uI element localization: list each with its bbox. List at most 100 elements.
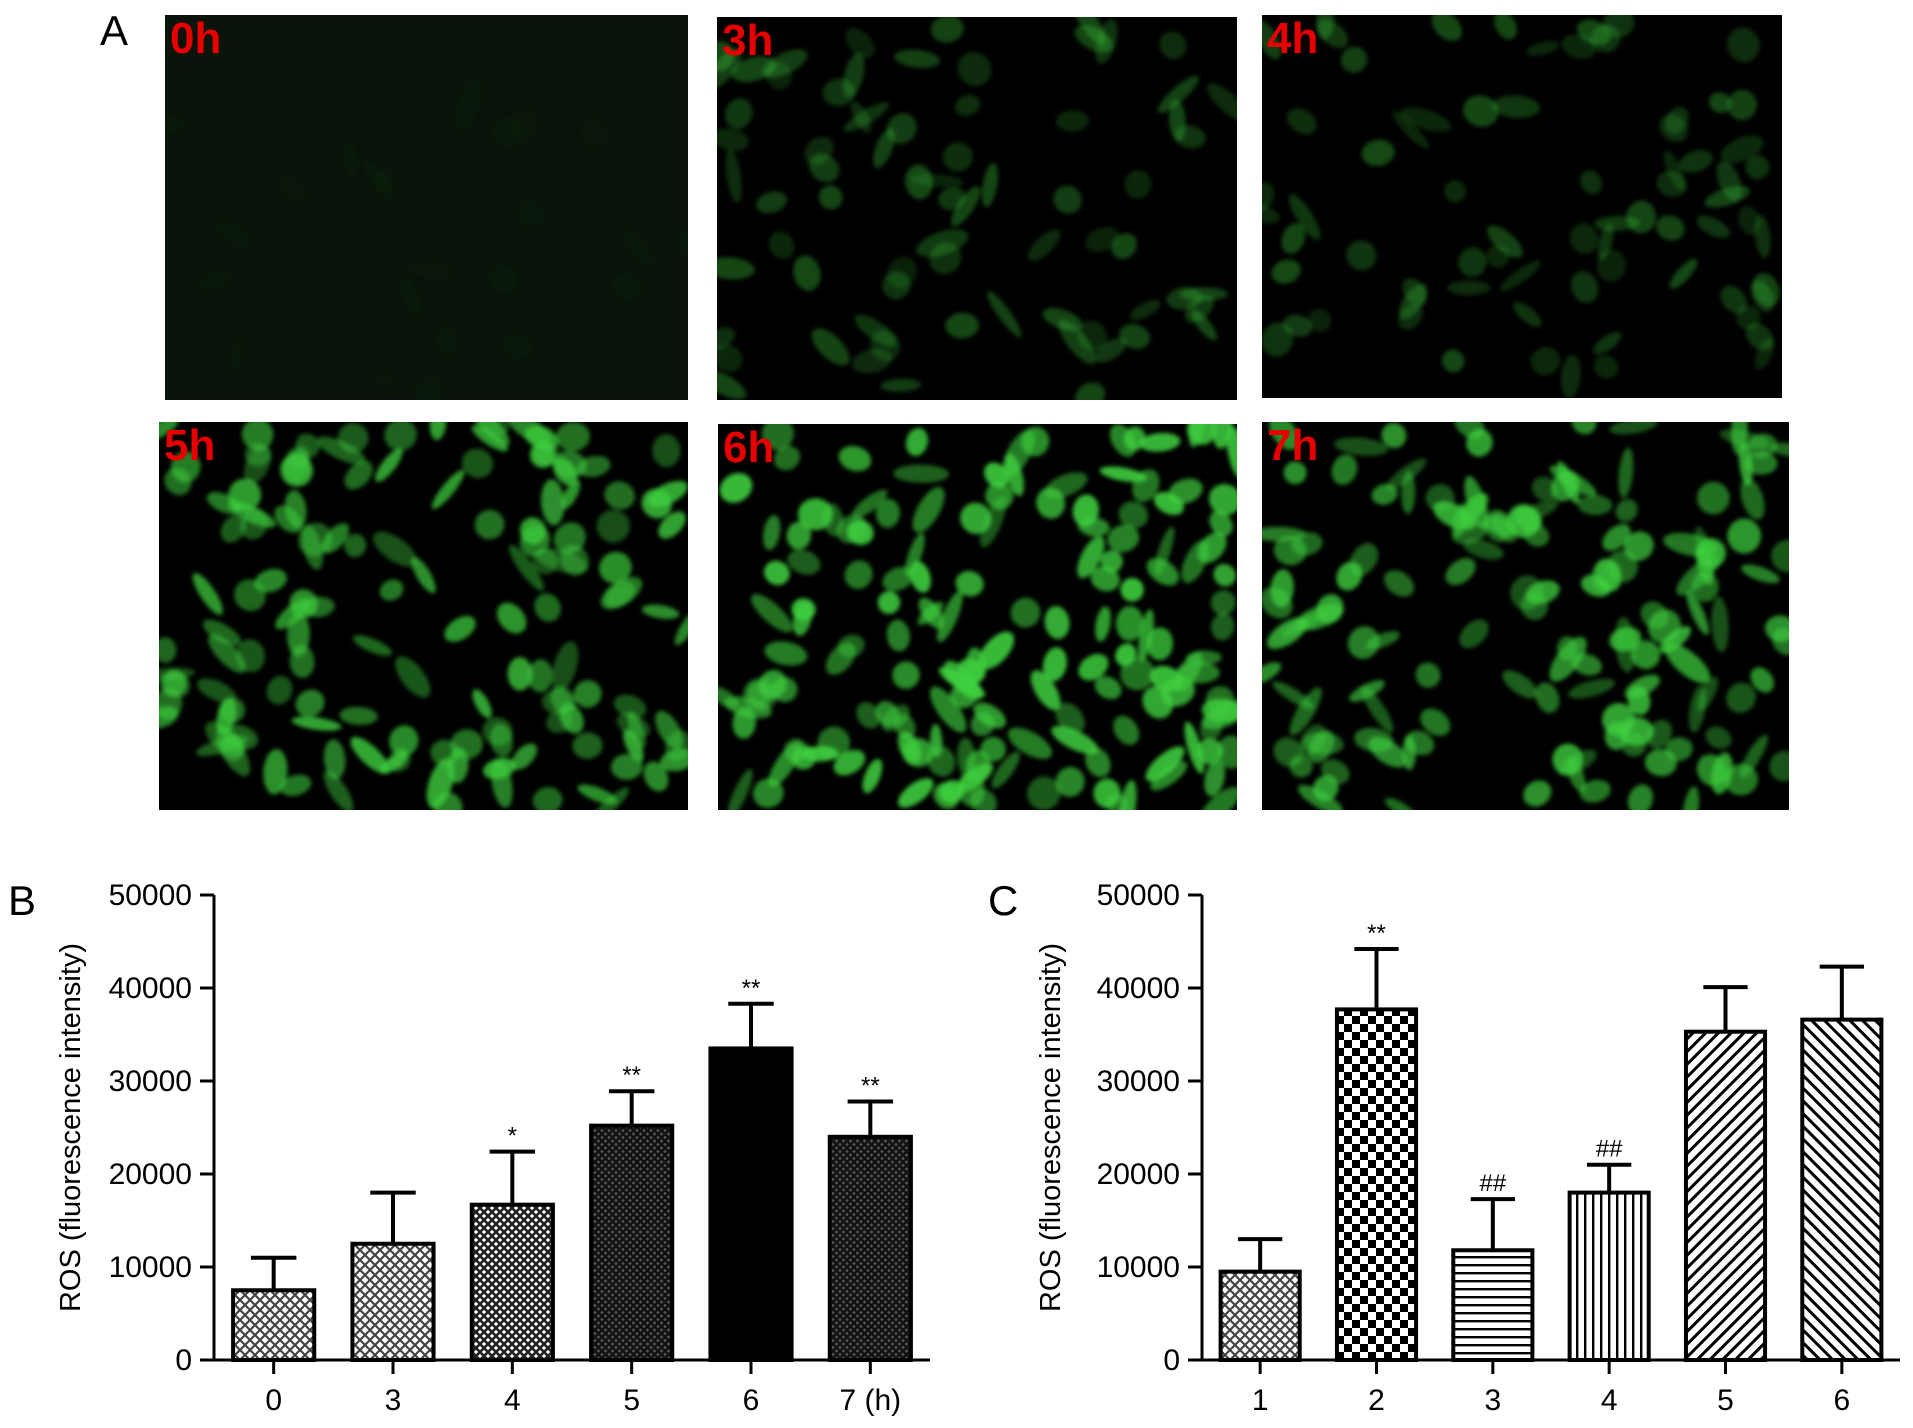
- cell: [1615, 499, 1638, 522]
- cell: [978, 631, 1015, 670]
- cell: [1492, 95, 1541, 118]
- cell: [496, 602, 527, 634]
- micrograph-0h: 0h: [165, 14, 688, 400]
- cell: [379, 579, 404, 601]
- significance-label: ##: [1596, 1136, 1623, 1163]
- cell: [1146, 627, 1174, 661]
- cell: [519, 517, 547, 545]
- cell: [641, 604, 680, 619]
- cell: [1494, 15, 1517, 40]
- micrograph-6h: 6h: [718, 423, 1237, 810]
- cell: [1107, 524, 1140, 553]
- cell: [573, 680, 602, 708]
- cell: [894, 49, 940, 68]
- cell: [980, 495, 1007, 548]
- cell: [850, 101, 872, 133]
- cell: [1095, 606, 1111, 642]
- cell: [804, 136, 834, 165]
- cell: [263, 749, 288, 795]
- cell: [1361, 139, 1395, 166]
- cell: [1368, 736, 1407, 768]
- cell: [674, 610, 688, 646]
- cell: [1055, 702, 1085, 734]
- cell: [929, 242, 962, 275]
- cell: [1569, 223, 1598, 255]
- cell: [375, 448, 403, 482]
- cell: [1597, 223, 1614, 261]
- cell: [373, 531, 417, 567]
- cell: [1120, 577, 1144, 602]
- cell: [576, 455, 611, 478]
- cell: [912, 486, 945, 533]
- y-tick-label: 20000: [109, 1158, 192, 1191]
- micrograph-7h: 7h: [1262, 421, 1789, 810]
- cell: [491, 758, 513, 808]
- cell: [1570, 271, 1599, 303]
- cell: [1745, 323, 1774, 351]
- cell: [623, 729, 644, 762]
- cell: [1679, 150, 1713, 173]
- cell: [1347, 626, 1380, 660]
- cell: [1621, 732, 1647, 757]
- cell: [1459, 619, 1489, 649]
- cell: [717, 128, 750, 152]
- bar-6: [708, 1046, 794, 1362]
- cell-layer: [159, 422, 688, 810]
- cell: [1682, 786, 1700, 810]
- cell: [1150, 761, 1188, 791]
- cell: [1007, 727, 1053, 759]
- cell: [930, 17, 964, 43]
- cell: [323, 770, 354, 810]
- cell: [1212, 424, 1233, 449]
- cell: [1349, 543, 1379, 576]
- cell: [732, 706, 756, 739]
- cell: [1077, 536, 1105, 579]
- cell: [981, 162, 999, 208]
- cell: [1053, 185, 1082, 214]
- cell: [1321, 759, 1350, 784]
- cell: [1262, 182, 1274, 211]
- cell: [528, 659, 553, 693]
- cell: [1447, 280, 1491, 296]
- cell: [1188, 424, 1206, 448]
- cell: [886, 619, 910, 652]
- bar-chart-c: 0 10000 20000 30000 40000 50000 ROS (fluoresce…: [1035, 879, 1900, 1417]
- cell: [1027, 776, 1061, 810]
- cell: [1463, 539, 1504, 560]
- cell: [1739, 734, 1768, 779]
- cell: [1030, 670, 1061, 711]
- cell: [533, 440, 560, 467]
- cell: [905, 427, 928, 456]
- cell: [1115, 643, 1137, 667]
- cell: [1176, 661, 1220, 684]
- cell: [1075, 382, 1106, 400]
- cell: [160, 669, 187, 697]
- cell: [1590, 558, 1622, 593]
- cell: [627, 711, 646, 749]
- cell: [727, 769, 753, 810]
- cell: [1640, 601, 1669, 629]
- cell: [717, 257, 755, 280]
- cell: [220, 515, 246, 543]
- cell: [1036, 487, 1066, 519]
- cell: [1445, 558, 1476, 586]
- cell: [1591, 24, 1621, 53]
- cell: [1720, 285, 1747, 314]
- cell: [1206, 83, 1237, 124]
- cell: [302, 596, 335, 618]
- cell: [892, 661, 920, 689]
- cell: [954, 94, 980, 116]
- cell: [719, 472, 753, 503]
- cell: [1146, 557, 1180, 586]
- cell: [957, 737, 976, 779]
- significance-label: **: [742, 975, 761, 1002]
- cell: [844, 560, 873, 590]
- cell: [1451, 503, 1469, 538]
- cell: [1226, 426, 1237, 480]
- bar-1: [1218, 1269, 1302, 1363]
- cell: [241, 422, 274, 451]
- cell: [1299, 724, 1327, 757]
- significance-label: **: [622, 1062, 641, 1089]
- cell: [1209, 510, 1233, 537]
